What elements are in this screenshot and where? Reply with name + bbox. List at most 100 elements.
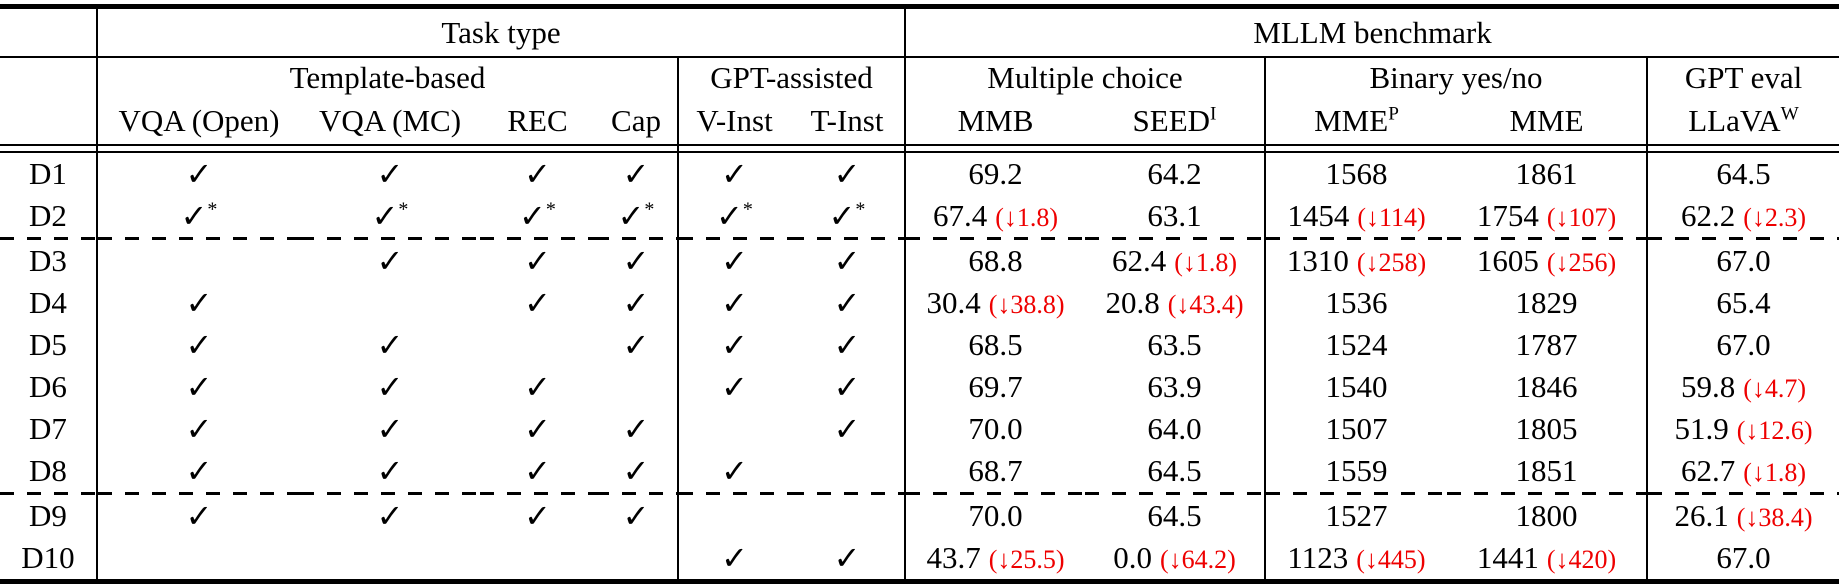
checkmark-icon: ✓ [721,326,748,364]
col-label: T-Inst [810,103,884,138]
dashed-separator [0,492,1839,495]
table-row-d9: D9 ✓ ✓ ✓ ✓ 70.0 64.5 1527 1800 26.1 (↓38.4) [0,495,1839,537]
metric-delta: (↓38.4) [1736,503,1813,532]
asterisk-superscript: * [398,198,409,221]
checkmark-icon: ✓ [180,197,208,235]
task-check-cell: ✓ [595,152,679,195]
checkmark-icon: ✓ [721,155,748,193]
dashed-separator-cell [678,237,790,240]
metric-value: 1559 [1325,453,1388,488]
metric-cell: 67.0 [1647,324,1839,366]
metric-delta: (↓4.7) [1743,374,1807,403]
checkmark-icon: ✓ [833,155,861,193]
task-check-cell: ✓ [97,450,300,492]
metric-cell: 1605 (↓256) [1447,240,1648,282]
task-check-cell [595,537,679,582]
dashed-separator-cell [480,492,595,495]
checkmark-icon: ✓ [524,497,551,535]
dashed-separator-cell [1647,237,1839,240]
row-label: D1 [0,152,98,195]
dashed-separator-cell [1085,492,1266,495]
checkmark-icon: ✓ [833,410,861,448]
task-check-cell [480,537,595,582]
task-check-cell: ✓* [678,195,790,237]
metric-value: 1536 [1325,285,1388,320]
checkmark-icon: ✓ [833,284,861,322]
metric-value: 1846 [1515,369,1578,404]
task-check-cell: ✓ [678,366,790,408]
corner-cell [0,6,98,58]
task-check-cell: ✓* [595,195,679,237]
task-check-cell: ✓ [97,495,300,537]
checkmark-icon: ✓ [371,197,399,235]
empty-cell [0,57,98,98]
task-check-cell: ✓ [97,408,300,450]
table-row-d3: D3 ✓ ✓ ✓ ✓ ✓ 68.8 62.4 (↓1.8) 1310 (↓258) 1605 (↓256… [0,240,1839,282]
checkmark-icon: ✓ [185,155,213,193]
checkmark-icon: ✓ [833,539,861,577]
checkmark-icon: ✓ [376,497,404,535]
metric-delta: (↓445) [1356,545,1426,574]
gpt-eval-header: GPT eval [1684,60,1803,95]
metric-cell: 68.8 [905,240,1085,282]
task-check-cell: ✓* [480,195,595,237]
checkmark-icon: ✓ [721,368,748,406]
task-check-cell: ✓ [480,366,595,408]
dashed-separator-cell [300,237,480,240]
metric-delta: (↓258) [1356,248,1427,277]
task-check-cell: ✓ [595,495,679,537]
task-check-cell: ✓ [300,495,480,537]
multiple-choice-header: Multiple choice [905,57,1266,98]
checkmark-icon: ✓ [622,326,650,364]
col-label: SEED [1132,103,1211,138]
metric-cell: 1754 (↓107) [1447,195,1648,237]
checkmark-icon: ✓ [376,242,404,280]
metric-value: 63.9 [1147,369,1202,404]
row-label: D10 [0,537,98,582]
metric-delta: (↓43.4) [1167,290,1244,319]
checkmark-icon: ✓ [185,452,213,490]
task-check-cell: ✓ [595,282,679,324]
metric-value: 68.7 [968,453,1023,488]
task-check-cell [595,366,679,408]
metric-cell: 64.2 [1085,152,1266,195]
subgroup-header-row: Template-based GPT-assisted Multiple cho… [0,57,1839,98]
metric-value: 51.9 [1674,411,1729,446]
metric-value: 68.8 [968,243,1023,278]
checkmark-icon: ✓ [833,242,861,280]
metric-cell: 1800 [1447,495,1648,537]
checkmark-icon: ✓ [376,155,404,193]
col-label: MME [1314,103,1389,138]
checkmark-icon: ✓ [828,197,856,235]
task-check-cell: ✓ [678,324,790,366]
table-row-d4: D4 ✓ ✓ ✓ ✓ ✓ 30.4 (↓38.8) 20.8 (↓43.4) 1536 1829 65.… [0,282,1839,324]
col-label: VQA (MC) [318,103,462,138]
table-row-d5: D5 ✓ ✓ ✓ ✓ ✓ 68.5 63.5 1524 1787 67.0 [0,324,1839,366]
dashed-separator-cell [0,237,98,240]
checkmark-icon: ✓ [721,539,748,577]
col-label: Cap [611,103,661,138]
metric-cell: 70.0 [905,408,1085,450]
checkmark-icon: ✓ [721,242,748,280]
checkmark-icon: ✓ [185,284,213,322]
metric-value: 1568 [1325,156,1388,191]
task-check-cell [790,450,906,492]
task-check-cell: ✓ [480,495,595,537]
col-header-seed: SEEDI [1085,98,1266,145]
metric-value: 1800 [1515,498,1578,533]
metric-value: 69.7 [968,369,1023,404]
column-header-row: VQA (Open) VQA (MC) REC Cap V-Inst T-Ins… [0,98,1839,145]
metric-cell: 69.2 [905,152,1085,195]
metric-cell: 30.4 (↓38.8) [905,282,1085,324]
checkmark-icon: ✓ [185,368,213,406]
checkmark-icon: ✓ [524,242,551,280]
task-check-cell: ✓ [595,324,679,366]
dashed-separator [0,237,1839,240]
checkmark-icon: ✓ [622,155,650,193]
metric-delta: (↓114) [1357,203,1426,232]
task-check-cell: ✓ [300,450,480,492]
metric-delta: (↓107) [1546,203,1617,232]
metric-cell: 64.5 [1085,450,1266,492]
metric-cell: 62.4 (↓1.8) [1085,240,1266,282]
metric-cell: 20.8 (↓43.4) [1085,282,1266,324]
